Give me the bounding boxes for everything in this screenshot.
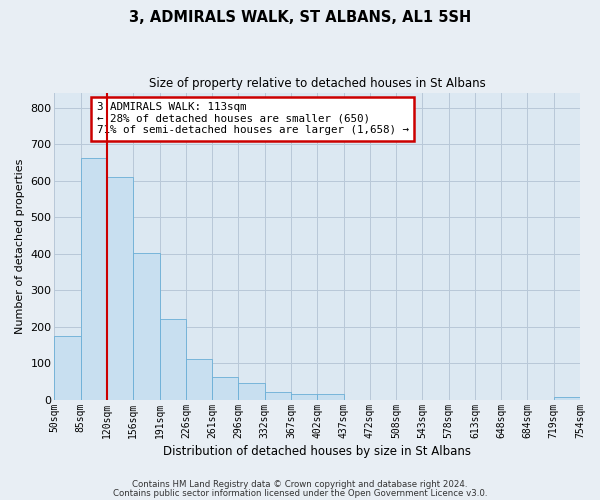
Bar xyxy=(133,253,160,400)
Bar xyxy=(160,320,186,400)
Bar xyxy=(238,382,265,400)
Bar xyxy=(554,396,580,400)
Bar xyxy=(265,392,291,400)
Text: Contains public sector information licensed under the Open Government Licence v3: Contains public sector information licen… xyxy=(113,488,487,498)
Bar xyxy=(107,177,133,400)
Bar xyxy=(212,376,238,400)
Text: 3, ADMIRALS WALK, ST ALBANS, AL1 5SH: 3, ADMIRALS WALK, ST ALBANS, AL1 5SH xyxy=(129,10,471,25)
Bar xyxy=(81,158,107,400)
Text: 3 ADMIRALS WALK: 113sqm
← 28% of detached houses are smaller (650)
71% of semi-d: 3 ADMIRALS WALK: 113sqm ← 28% of detache… xyxy=(97,102,409,136)
Bar xyxy=(291,394,317,400)
X-axis label: Distribution of detached houses by size in St Albans: Distribution of detached houses by size … xyxy=(163,444,471,458)
Bar xyxy=(55,336,81,400)
Text: Contains HM Land Registry data © Crown copyright and database right 2024.: Contains HM Land Registry data © Crown c… xyxy=(132,480,468,489)
Y-axis label: Number of detached properties: Number of detached properties xyxy=(15,158,25,334)
Bar xyxy=(186,360,212,400)
Bar xyxy=(317,394,344,400)
Title: Size of property relative to detached houses in St Albans: Size of property relative to detached ho… xyxy=(149,78,485,90)
